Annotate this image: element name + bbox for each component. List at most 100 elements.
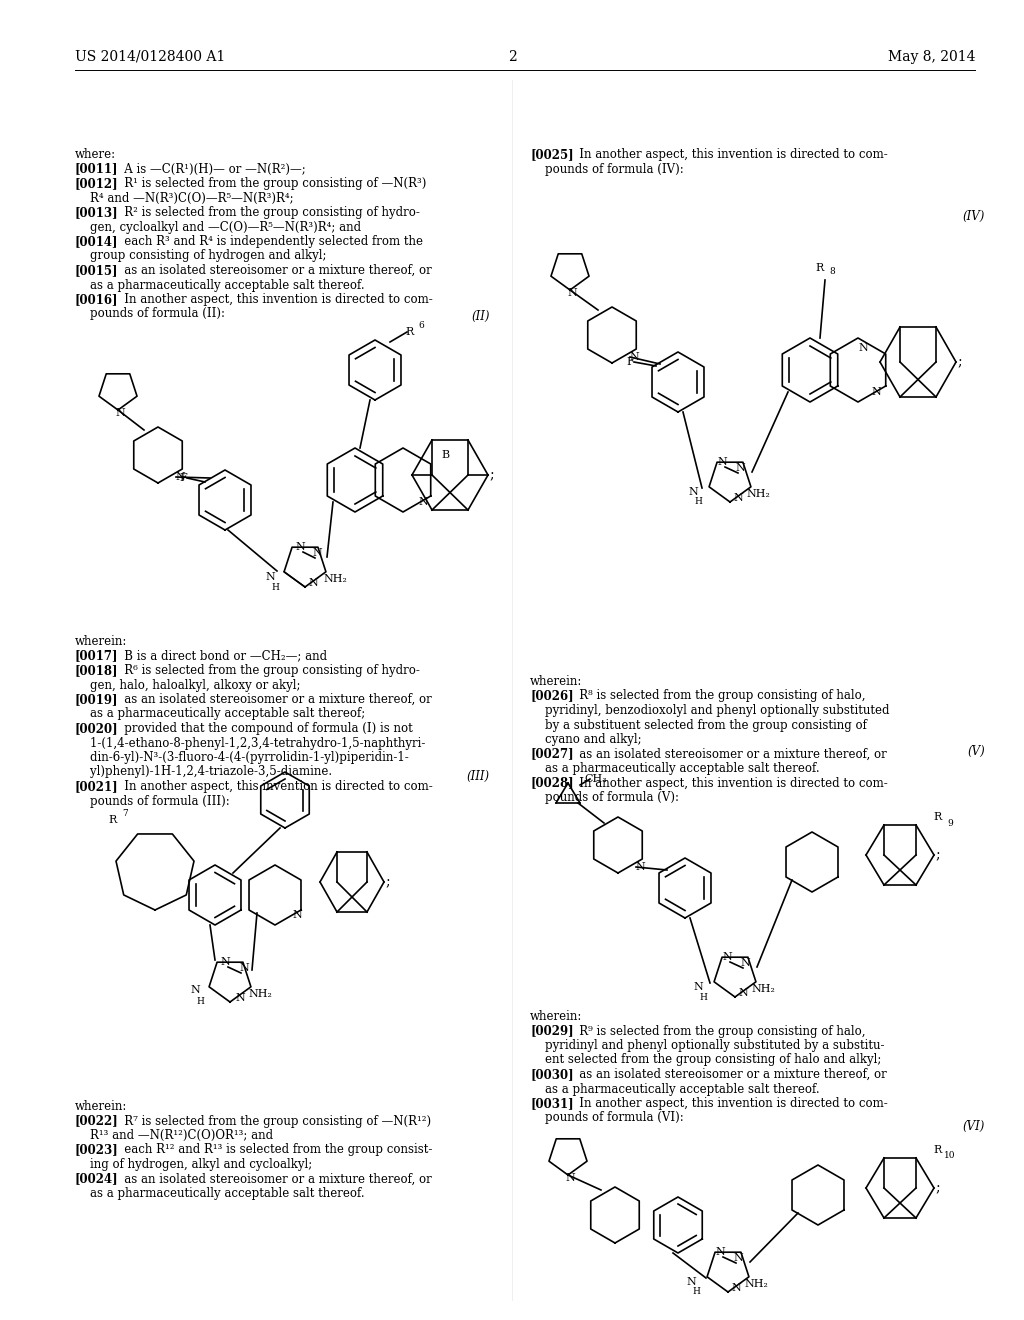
Text: as an isolated stereoisomer or a mixture thereof, or: as an isolated stereoisomer or a mixture…: [113, 1172, 432, 1185]
Text: pounds of formula (IV):: pounds of formula (IV):: [530, 162, 684, 176]
Text: N: N: [740, 958, 750, 968]
Text: N: N: [236, 993, 245, 1003]
Text: N: N: [190, 985, 200, 995]
Text: each R³ and R⁴ is independently selected from the: each R³ and R⁴ is independently selected…: [113, 235, 423, 248]
Text: pounds of formula (II):: pounds of formula (II):: [75, 308, 225, 321]
Text: as a pharmaceutically acceptable salt thereof.: as a pharmaceutically acceptable salt th…: [75, 279, 365, 292]
Text: (IV): (IV): [963, 210, 985, 223]
Text: by a substituent selected from the group consisting of: by a substituent selected from the group…: [530, 718, 867, 731]
Text: H: H: [694, 498, 701, 507]
Text: N: N: [308, 578, 317, 587]
Text: as an isolated stereoisomer or a mixture thereof, or: as an isolated stereoisomer or a mixture…: [113, 693, 432, 706]
Text: N: N: [688, 487, 698, 498]
Text: In another aspect, this invention is directed to com-: In another aspect, this invention is dir…: [568, 1097, 888, 1110]
Text: [0023]: [0023]: [75, 1143, 119, 1156]
Text: N: N: [738, 987, 748, 998]
Text: pounds of formula (V):: pounds of formula (V):: [530, 791, 679, 804]
Text: as an isolated stereoisomer or a mixture thereof, or: as an isolated stereoisomer or a mixture…: [113, 264, 432, 277]
Text: R⁸ is selected from the group consisting of halo,: R⁸ is selected from the group consisting…: [568, 689, 865, 702]
Text: [0024]: [0024]: [75, 1172, 119, 1185]
Text: H: H: [692, 1287, 700, 1296]
Text: R¹ is selected from the group consisting of —N(R³): R¹ is selected from the group consisting…: [113, 177, 426, 190]
Text: [0016]: [0016]: [75, 293, 119, 306]
Text: [0011]: [0011]: [75, 162, 119, 176]
Text: gen, cycloalkyl and —C(O)—R⁵—N(R³)R⁴; and: gen, cycloalkyl and —C(O)—R⁵—N(R³)R⁴; an…: [75, 220, 361, 234]
Text: R: R: [934, 812, 942, 822]
Text: [0027]: [0027]: [530, 747, 573, 760]
Text: as a pharmaceutically acceptable salt thereof;: as a pharmaceutically acceptable salt th…: [75, 708, 366, 721]
Text: [0025]: [0025]: [530, 148, 573, 161]
Text: [0019]: [0019]: [75, 693, 119, 706]
Text: ing of hydrogen, alkyl and cycloalkyl;: ing of hydrogen, alkyl and cycloalkyl;: [75, 1158, 312, 1171]
Text: N: N: [693, 982, 702, 993]
Text: as a pharmaceutically acceptable salt thereof.: as a pharmaceutically acceptable salt th…: [530, 762, 819, 775]
Text: [0013]: [0013]: [75, 206, 119, 219]
Text: 9: 9: [947, 818, 953, 828]
Text: N: N: [220, 957, 229, 968]
Text: In another aspect, this invention is directed to com-: In another aspect, this invention is dir…: [568, 776, 888, 789]
Text: as a pharmaceutically acceptable salt thereof.: as a pharmaceutically acceptable salt th…: [75, 1187, 365, 1200]
Text: pyridinyl and phenyl optionally substituted by a substitu-: pyridinyl and phenyl optionally substitu…: [530, 1039, 885, 1052]
Text: 6: 6: [418, 322, 424, 330]
Text: R⁹ is selected from the group consisting of halo,: R⁹ is selected from the group consisting…: [568, 1024, 865, 1038]
Text: wherein:: wherein:: [75, 635, 127, 648]
Text: 8: 8: [829, 268, 835, 276]
Text: provided that the compound of formula (I) is not: provided that the compound of formula (I…: [113, 722, 413, 735]
Text: where:: where:: [75, 148, 116, 161]
Text: N: N: [312, 548, 322, 558]
Text: gen, halo, haloalkyl, alkoxy or akyl;: gen, halo, haloalkyl, alkoxy or akyl;: [75, 678, 300, 692]
Text: NH₂: NH₂: [323, 574, 347, 583]
Text: N: N: [871, 387, 881, 397]
Text: CH₃: CH₃: [585, 774, 607, 784]
Text: pounds of formula (VI):: pounds of formula (VI):: [530, 1111, 684, 1125]
Text: (V): (V): [968, 744, 985, 758]
Text: R¹³ and —N(R¹²)C(O)OR¹³; and: R¹³ and —N(R¹²)C(O)OR¹³; and: [75, 1129, 273, 1142]
Text: R: R: [816, 263, 824, 273]
Text: as a pharmaceutically acceptable salt thereof.: as a pharmaceutically acceptable salt th…: [530, 1082, 819, 1096]
Text: [0022]: [0022]: [75, 1114, 119, 1127]
Text: [0018]: [0018]: [75, 664, 119, 677]
Text: R² is selected from the group consisting of hydro-: R² is selected from the group consisting…: [113, 206, 420, 219]
Text: N: N: [567, 288, 577, 298]
Text: B: B: [441, 450, 450, 459]
Text: ;: ;: [957, 355, 963, 370]
Text: N: N: [715, 1247, 725, 1257]
Text: 7: 7: [122, 809, 128, 818]
Text: N: N: [629, 352, 639, 362]
Text: R: R: [109, 814, 117, 825]
Text: H: H: [271, 582, 279, 591]
Text: N: N: [292, 909, 302, 920]
Text: as an isolated stereoisomer or a mixture thereof, or: as an isolated stereoisomer or a mixture…: [568, 747, 887, 760]
Text: each R¹² and R¹³ is selected from the group consist-: each R¹² and R¹³ is selected from the gr…: [113, 1143, 432, 1156]
Text: [0028]: [0028]: [530, 776, 573, 789]
Text: R: R: [934, 1144, 942, 1155]
Text: May 8, 2014: May 8, 2014: [888, 50, 975, 63]
Text: F: F: [179, 473, 186, 483]
Text: N: N: [635, 862, 645, 873]
Text: cyano and alkyl;: cyano and alkyl;: [530, 733, 642, 746]
Text: N: N: [265, 572, 274, 582]
Text: N: N: [418, 498, 428, 507]
Text: N: N: [240, 964, 249, 973]
Text: N: N: [565, 1173, 574, 1183]
Text: NH₂: NH₂: [746, 488, 770, 499]
Text: B is a direct bond or —CH₂—; and: B is a direct bond or —CH₂—; and: [113, 649, 327, 663]
Text: ;: ;: [489, 469, 495, 482]
Text: NH₂: NH₂: [248, 989, 272, 999]
Text: as an isolated stereoisomer or a mixture thereof, or: as an isolated stereoisomer or a mixture…: [568, 1068, 887, 1081]
Text: H: H: [196, 998, 204, 1006]
Text: yl)phenyl)-1H-1,2,4-triazole-3,5-diamine.: yl)phenyl)-1H-1,2,4-triazole-3,5-diamine…: [75, 766, 332, 779]
Text: (II): (II): [471, 310, 490, 323]
Text: ;: ;: [936, 847, 940, 862]
Text: N: N: [717, 457, 727, 467]
Text: N: N: [175, 473, 185, 482]
Text: N: N: [295, 543, 305, 552]
Text: (III): (III): [467, 770, 490, 783]
Text: din-6-yl)-N³-(3-fluoro-4-(4-(pyrrolidin-1-yl)piperidin-1-: din-6-yl)-N³-(3-fluoro-4-(4-(pyrrolidin-…: [75, 751, 409, 764]
Text: [0020]: [0020]: [75, 722, 119, 735]
Text: wherein:: wherein:: [530, 1010, 583, 1023]
Text: R: R: [406, 327, 414, 337]
Text: pounds of formula (III):: pounds of formula (III):: [75, 795, 229, 808]
Text: NH₂: NH₂: [751, 983, 775, 994]
Text: ent selected from the group consisting of halo and alkyl;: ent selected from the group consisting o…: [530, 1053, 882, 1067]
